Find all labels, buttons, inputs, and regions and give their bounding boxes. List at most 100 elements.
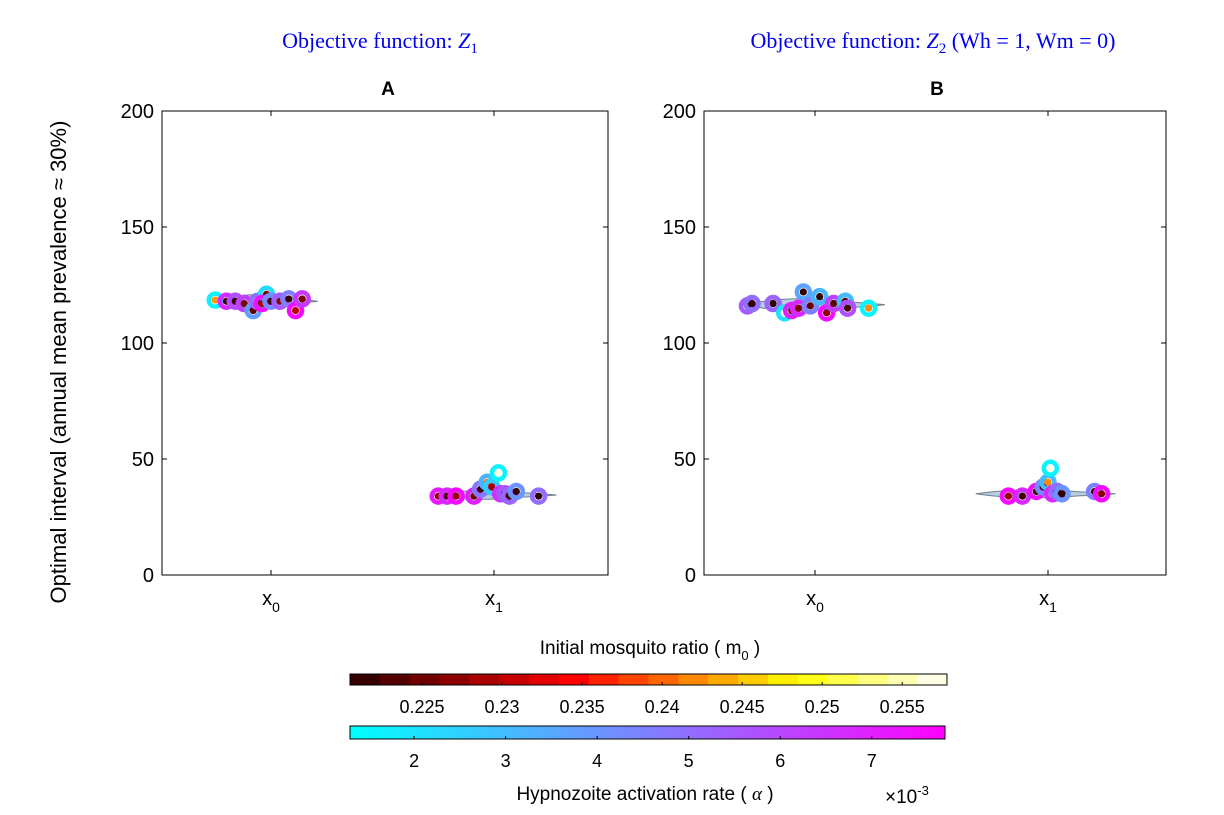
panel-b-point-alpha-ring — [838, 299, 857, 317]
panel-a-ytick-label: 100 — [121, 333, 154, 355]
panel-a-points — [206, 285, 548, 505]
colorbar-m0-segment — [827, 674, 858, 685]
colorbar-m0-segment — [887, 674, 918, 685]
panel-b-objective-title: Objective function: Z2 (Wh = 1, Wm = 0) — [751, 28, 1116, 57]
panel-a-point-m0-dot — [512, 487, 520, 496]
colorbar-m0-segment — [767, 674, 799, 685]
colorbar-alpha-exponent: ×10-3 — [885, 783, 929, 808]
panel-b-point-m0-dot — [823, 309, 831, 317]
panel-a-point-m0-dot — [211, 296, 219, 304]
panel-b-point-m0-dot — [1044, 478, 1052, 486]
panel-a-point-m0-dot — [494, 469, 503, 477]
colorbar-m0-tick-label: 0.245 — [720, 697, 765, 717]
colorbar-m0-tick-label: 0.225 — [400, 697, 445, 717]
colorbar-m0-segment — [379, 674, 411, 685]
colorbar-alpha-gradient — [349, 725, 946, 740]
panel-a-ytick-label: 150 — [121, 217, 154, 239]
panel-b-point — [838, 299, 857, 317]
panel-a-point — [507, 482, 526, 501]
panel-a-axes-box — [161, 110, 609, 576]
panel-b-label: B — [930, 79, 944, 100]
panel-b-points — [738, 283, 1111, 505]
colorbar-alpha-tick-label: 2 — [409, 751, 419, 771]
panel-b-x-tick-labels: x0 x1 — [806, 588, 1057, 615]
panel-a-ytick-label: 50 — [132, 449, 154, 471]
panel-a-xtick-x0: x0 — [262, 588, 280, 615]
panel-b-point-m0-dot — [1004, 492, 1012, 500]
colorbar-alpha-tick-label: 5 — [684, 751, 694, 771]
colorbar-m0-segment — [588, 674, 620, 685]
panel-b-point-alpha-ring — [1041, 459, 1060, 478]
panel-b-point — [810, 287, 829, 306]
colorbar-alpha-tick-label: 4 — [592, 751, 602, 771]
panel-a-point-alpha-ring — [489, 464, 508, 482]
panel-a-point-m0-dot — [535, 492, 543, 500]
colorbar-m0-frame — [349, 673, 948, 686]
panel-b-y-ticks: 0 50 100 150 200 — [663, 101, 1166, 587]
panel-b-xtick-x1: x1 — [1039, 588, 1057, 615]
panel-b-point-m0-dot — [1097, 490, 1106, 498]
panel-b-point-m0-dot — [769, 299, 777, 308]
colorbar-alpha-title: Hypnozoite activation rate ( α ) — [516, 784, 773, 805]
colorbar-alpha-tick-label: 6 — [775, 751, 785, 771]
panel-b: Objective function: Z2 (Wh = 1, Wm = 0) … — [663, 28, 1167, 615]
colorbar-m0-ticks: 0.225 0.23 0.235 0.24 0.245 0.25 0.255 — [400, 682, 925, 717]
colorbar-m0-segment — [499, 674, 530, 685]
panel-b-point-m0-dot — [806, 302, 814, 310]
panel-a-xtick-x1: x1 — [485, 588, 503, 615]
panel-a-point-m0-dot — [291, 306, 300, 315]
panel-a-point-alpha-ring — [529, 487, 548, 505]
colorbar-m0-segment — [857, 674, 888, 685]
colorbar-m0-segment — [648, 674, 679, 685]
panel-b-ytick-label: 50 — [674, 449, 696, 471]
panel-b-point-m0-dot — [795, 304, 803, 312]
colorbar-m0-segment — [558, 674, 590, 685]
colorbar-m0-tick-label: 0.25 — [805, 697, 840, 717]
panel-a-point-m0-dot — [452, 492, 460, 500]
panel-b-point-m0-dot — [1058, 490, 1066, 498]
panel-b-point-alpha-ring — [859, 299, 878, 317]
panel-a-point-m0-dot — [285, 295, 293, 303]
panel-b-point-alpha-ring — [801, 297, 820, 315]
colorbar-m0-segment — [439, 674, 470, 685]
colorbar-m0-segment — [738, 674, 769, 685]
panel-b-point-alpha-ring — [1053, 485, 1071, 503]
panel-b-point-alpha-ring — [1092, 485, 1111, 503]
colorbar-m0-segment — [469, 674, 500, 685]
panel-a-point-alpha-ring — [507, 482, 526, 501]
panel-b-point — [1013, 487, 1032, 505]
panel-b-point — [1053, 485, 1071, 503]
panel-b-point — [1041, 459, 1060, 478]
panel-a-point-m0-dot — [298, 295, 306, 303]
panel-b-ytick-label: 150 — [663, 217, 696, 239]
panel-b-point — [999, 487, 1018, 505]
panel-a-point-alpha-ring — [447, 487, 465, 505]
panel-a: Objective function: Z1 A 0 50 100 150 200 x0… — [121, 28, 609, 615]
panel-b-point — [794, 283, 813, 301]
y-axis-label: Optimal interval (annual mean prevalence… — [46, 121, 71, 604]
colorbar-m0-segment — [797, 674, 829, 685]
panel-b-point-m0-dot — [830, 299, 838, 308]
colorbar-m0-segment — [708, 674, 739, 685]
colorbar-m0-segment — [409, 674, 441, 685]
colorbar-m0-tick-label: 0.24 — [645, 697, 680, 717]
panel-b-point — [764, 294, 782, 313]
colorbar-alpha-ticks: 2 3 4 5 6 7 — [409, 736, 877, 771]
colorbar-m0-tick-label: 0.255 — [880, 697, 925, 717]
panel-b-point — [1092, 485, 1111, 503]
panel-b-point-m0-dot — [1046, 464, 1054, 472]
panel-a-point-alpha-ring — [293, 290, 311, 308]
panel-a-point-m0-dot — [240, 299, 248, 308]
panel-a-objective-title: Objective function: Z1 — [282, 28, 478, 57]
panel-a-point — [293, 290, 311, 308]
panel-b-point — [859, 299, 878, 317]
colorbar-m0: Initial mosquito ratio ( m0 ) 0.225 0.23 0… — [349, 638, 948, 717]
panel-b-point — [801, 297, 820, 315]
colorbar-m0-segment — [917, 674, 948, 685]
panel-b-point-alpha-ring — [810, 287, 829, 306]
panel-b-violins — [744, 298, 1116, 499]
colorbar-m0-segment — [350, 674, 381, 685]
panel-a-label: A — [381, 79, 395, 100]
panel-b-xtick-x0: x0 — [806, 588, 824, 615]
